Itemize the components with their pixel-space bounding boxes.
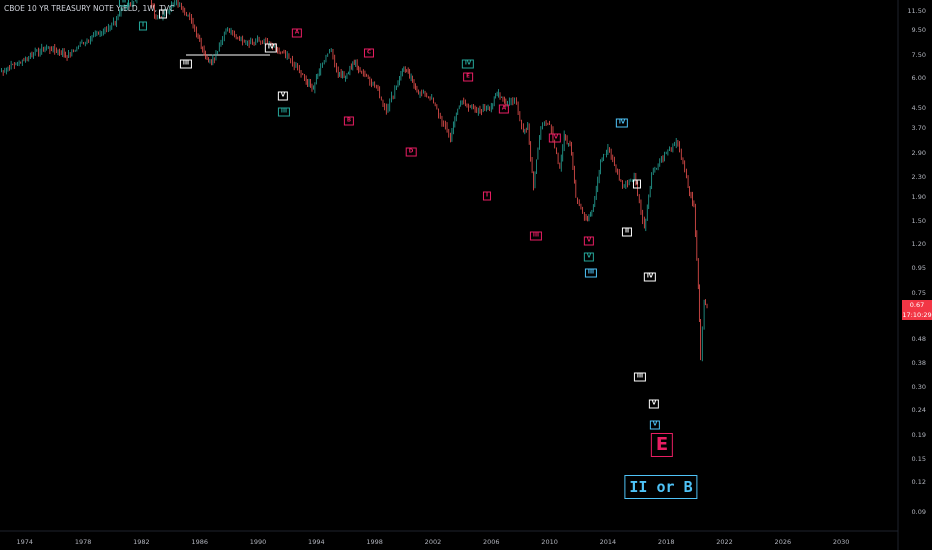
- x-tick-label: 1974: [16, 538, 34, 546]
- wave-label: I: [158, 9, 168, 19]
- wave-label-big-b: II or B: [624, 475, 698, 499]
- y-tick-label: 6.00: [911, 73, 926, 82]
- wave-label: III: [277, 107, 291, 117]
- wave-label: V: [583, 236, 595, 246]
- y-tick-label: 0.19: [911, 430, 926, 439]
- x-tick-label: 2030: [832, 538, 850, 546]
- y-tick-label: 0.12: [911, 478, 926, 487]
- y-tick-label: 1.50: [911, 217, 926, 226]
- y-tick-label: 11.50: [907, 6, 926, 15]
- wave-label: V: [649, 420, 661, 430]
- wave-label: IV: [264, 43, 278, 53]
- wave-label: A: [498, 104, 510, 114]
- wave-label: D: [405, 147, 417, 157]
- x-tick-label: 2006: [482, 538, 500, 546]
- last-price-badge: 0.67 17:10:29: [902, 300, 932, 320]
- y-tick-label: 0.15: [911, 455, 926, 464]
- bar-countdown: 17:10:29: [902, 311, 932, 319]
- yield-series: [1, 0, 708, 362]
- x-tick-label: 2026: [774, 538, 792, 546]
- y-tick-label: 0.75: [911, 288, 926, 297]
- y-tick-label: 3.70: [911, 123, 926, 132]
- y-tick-label: 0.09: [911, 507, 926, 516]
- y-tick-label: 9.50: [911, 26, 926, 35]
- wave-label: I: [482, 191, 492, 201]
- wave-label: V: [277, 91, 289, 101]
- y-tick-label: 2.90: [911, 148, 926, 157]
- x-tick-label: 1982: [133, 538, 150, 546]
- y-tick-label: 0.30: [911, 383, 926, 392]
- wave-label: I: [632, 179, 642, 189]
- x-tick-label: 1998: [366, 538, 383, 546]
- wave-label: C: [363, 48, 375, 58]
- wave-label: II: [118, 0, 130, 7]
- last-price-value: 0.67: [909, 301, 925, 309]
- wave-label: IV: [615, 118, 629, 128]
- y-tick-label: 0.38: [911, 358, 926, 367]
- x-tick-label: 2022: [716, 538, 733, 546]
- y-tick-label: 0.24: [911, 406, 926, 415]
- chart-title: CBOE 10 YR TREASURY NOTE YIELD, 1W, TVC: [4, 4, 175, 13]
- x-tick-label: 1990: [249, 538, 267, 546]
- x-tick-label: 2018: [657, 538, 675, 546]
- y-tick-label: 1.20: [911, 240, 926, 249]
- wave-label: III: [179, 59, 193, 69]
- wave-label: III: [633, 372, 647, 382]
- y-tick-label: 4.50: [911, 103, 926, 112]
- y-tick-label: 0.95: [911, 264, 926, 273]
- wave-label: A: [291, 28, 303, 38]
- wave-label: II: [621, 227, 633, 237]
- x-tick-label: 1986: [191, 538, 208, 546]
- wave-label: B: [343, 116, 355, 126]
- wave-label: E: [463, 72, 473, 82]
- wave-label-big-e: E: [650, 433, 674, 457]
- wave-label: IV: [461, 59, 475, 69]
- x-tick-label: 2010: [541, 538, 558, 546]
- y-tick-label: 7.50: [911, 50, 926, 59]
- wave-label: IV: [643, 272, 657, 282]
- x-tick-label: 1994: [308, 538, 325, 546]
- y-tick-label: 1.90: [911, 192, 926, 201]
- y-tick-label: 2.30: [911, 172, 926, 181]
- wave-label: V: [583, 252, 595, 262]
- x-tick-label: 2014: [599, 538, 617, 546]
- y-tick-label: 0.48: [911, 334, 926, 343]
- wave-label: III: [529, 231, 543, 241]
- wave-label: I: [138, 21, 148, 31]
- wave-label: IV: [548, 133, 562, 143]
- wave-label: III: [584, 268, 598, 278]
- wave-label: V: [648, 399, 660, 409]
- x-tick-label: 2002: [424, 538, 442, 546]
- x-tick-label: 1978: [74, 538, 92, 546]
